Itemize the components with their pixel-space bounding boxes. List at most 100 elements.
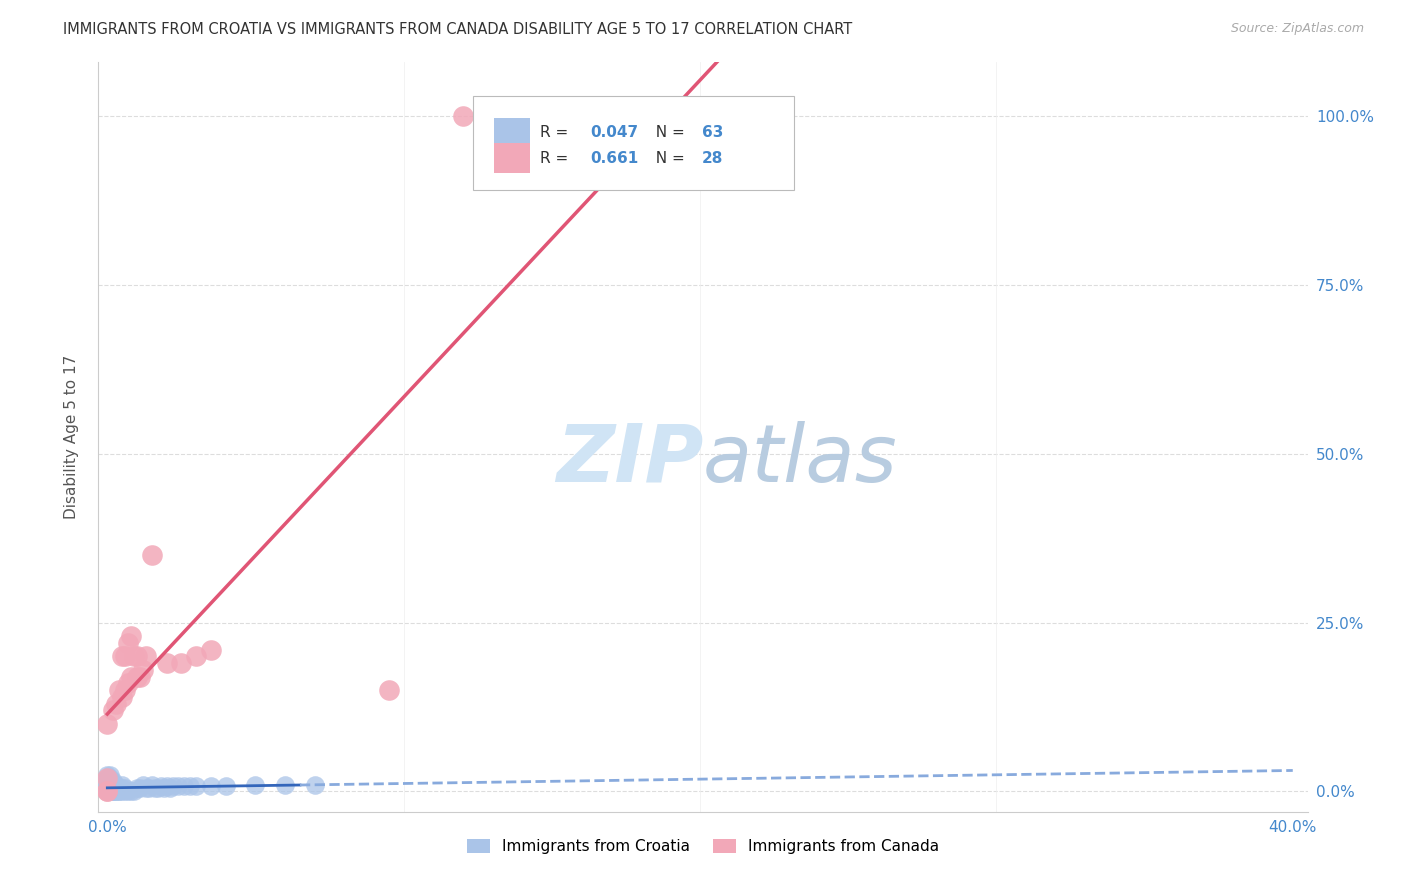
Point <box>96 767 118 781</box>
Point <box>179 779 201 793</box>
Point <box>103 778 125 792</box>
Point <box>138 781 160 796</box>
Point <box>155 657 177 671</box>
Point <box>96 784 118 798</box>
Point <box>120 784 142 798</box>
Point <box>122 649 145 664</box>
Point <box>96 784 118 798</box>
Point <box>96 781 118 796</box>
Text: R =: R = <box>540 126 572 140</box>
Point <box>105 697 128 711</box>
Point <box>117 676 139 690</box>
Point <box>125 781 148 796</box>
Point <box>103 784 125 798</box>
Text: 0.661: 0.661 <box>591 151 638 166</box>
Text: R =: R = <box>540 151 572 166</box>
Point <box>155 779 177 793</box>
Point <box>96 784 118 798</box>
Point <box>98 771 121 785</box>
Text: IMMIGRANTS FROM CROATIA VS IMMIGRANTS FROM CANADA DISABILITY AGE 5 TO 17 CORRELA: IMMIGRANTS FROM CROATIA VS IMMIGRANTS FR… <box>63 22 852 37</box>
Point <box>103 774 125 789</box>
Point <box>146 781 169 796</box>
Point <box>125 670 148 684</box>
Point <box>167 779 190 793</box>
Point <box>98 784 121 798</box>
Point <box>96 774 118 789</box>
Point <box>200 779 222 793</box>
Point <box>200 642 222 657</box>
Point <box>103 703 125 717</box>
Point <box>186 649 208 664</box>
Point <box>117 784 139 798</box>
Point <box>215 779 238 793</box>
Point <box>98 778 121 792</box>
Point <box>108 781 131 796</box>
Point <box>159 781 181 796</box>
Point <box>96 771 118 785</box>
Text: ZIP: ZIP <box>555 420 703 499</box>
Point <box>103 784 125 798</box>
Point <box>245 778 267 792</box>
Text: N =: N = <box>647 151 690 166</box>
Y-axis label: Disability Age 5 to 17: Disability Age 5 to 17 <box>65 355 79 519</box>
Point <box>96 778 118 792</box>
Point <box>108 784 131 798</box>
Point <box>103 784 125 798</box>
Point <box>122 784 145 798</box>
FancyBboxPatch shape <box>474 96 793 190</box>
Point <box>152 781 174 796</box>
FancyBboxPatch shape <box>494 118 530 148</box>
Point <box>186 779 208 793</box>
Point <box>108 784 131 798</box>
Point <box>129 781 152 796</box>
Point <box>114 683 136 698</box>
Point <box>132 778 155 792</box>
Point <box>114 649 136 664</box>
Text: atlas: atlas <box>703 420 898 499</box>
Point <box>98 774 121 789</box>
FancyBboxPatch shape <box>494 144 530 173</box>
Text: 63: 63 <box>702 126 723 140</box>
Point <box>120 629 142 643</box>
Point <box>105 778 128 792</box>
Point <box>111 784 134 798</box>
Point <box>120 670 142 684</box>
Legend: Immigrants from Croatia, Immigrants from Canada: Immigrants from Croatia, Immigrants from… <box>461 833 945 860</box>
Point <box>98 784 121 798</box>
Point <box>96 784 118 798</box>
Point <box>111 778 134 792</box>
Point <box>125 649 148 664</box>
Point <box>451 110 474 124</box>
Point <box>105 784 128 798</box>
Point <box>96 784 118 798</box>
Point <box>129 670 152 684</box>
Point <box>111 649 134 664</box>
Point <box>141 778 163 792</box>
Point <box>103 781 125 796</box>
Point <box>132 663 155 677</box>
Point <box>96 771 118 785</box>
Point <box>114 784 136 798</box>
Point <box>96 784 118 798</box>
Point <box>96 784 118 798</box>
Point <box>98 784 121 798</box>
Point <box>141 548 163 562</box>
Point <box>105 784 128 798</box>
Point <box>98 767 121 781</box>
Point <box>105 781 128 796</box>
Point <box>304 778 326 792</box>
Point <box>111 781 134 796</box>
Point <box>108 683 131 698</box>
Text: 28: 28 <box>702 151 723 166</box>
Text: N =: N = <box>647 126 690 140</box>
Text: 0.047: 0.047 <box>591 126 638 140</box>
Point <box>170 657 193 671</box>
Point <box>378 683 401 698</box>
Point <box>111 690 134 704</box>
Point <box>135 781 157 796</box>
Point <box>98 784 121 798</box>
Point <box>143 781 166 796</box>
Point <box>96 717 118 731</box>
Point <box>114 781 136 796</box>
Point <box>117 636 139 650</box>
